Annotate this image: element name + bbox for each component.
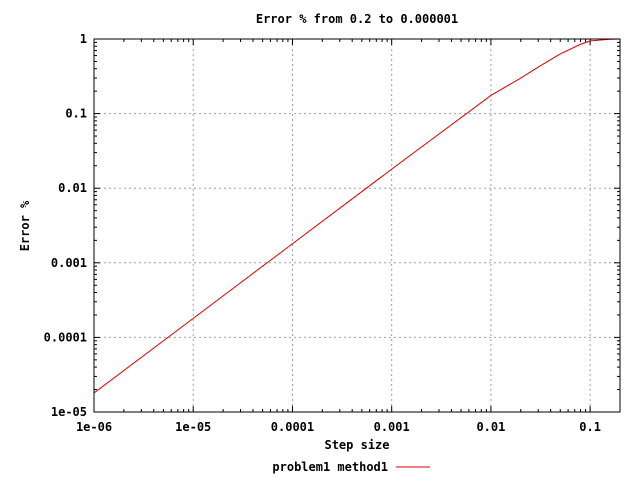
x-tick-label: 1e-06 (76, 420, 112, 434)
y-tick-label: 1 (80, 32, 87, 46)
chart-title: Error % from 0.2 to 0.000001 (256, 12, 458, 26)
plot-frame (93, 38, 621, 413)
x-tick-label: 0.001 (374, 420, 410, 434)
y-tick-label: 1e-05 (51, 405, 87, 419)
series-line (93, 38, 621, 394)
x-tick-label: 0.0001 (271, 420, 314, 434)
grid (94, 39, 620, 412)
series-group (93, 38, 621, 394)
ticks: 1e-06 1e-05 0.0001 0.001 0.01 0.11e-050.00010… (44, 32, 621, 434)
y-tick-label: 0.0001 (44, 330, 87, 344)
x-tick-label: 0.1 (579, 420, 601, 434)
y-tick-label: 0.1 (65, 107, 87, 121)
legend: problem1 method1 (272, 460, 430, 474)
x-axis-label: Step size (324, 438, 389, 452)
y-axis-label: Error % (18, 200, 32, 251)
x-tick-label: 1e-05 (175, 420, 211, 434)
y-tick-label: 0.01 (58, 181, 87, 195)
y-tick-label: 0.001 (51, 256, 87, 270)
legend-label: problem1 method1 (272, 460, 388, 474)
x-tick-label: 0.01 (476, 420, 505, 434)
